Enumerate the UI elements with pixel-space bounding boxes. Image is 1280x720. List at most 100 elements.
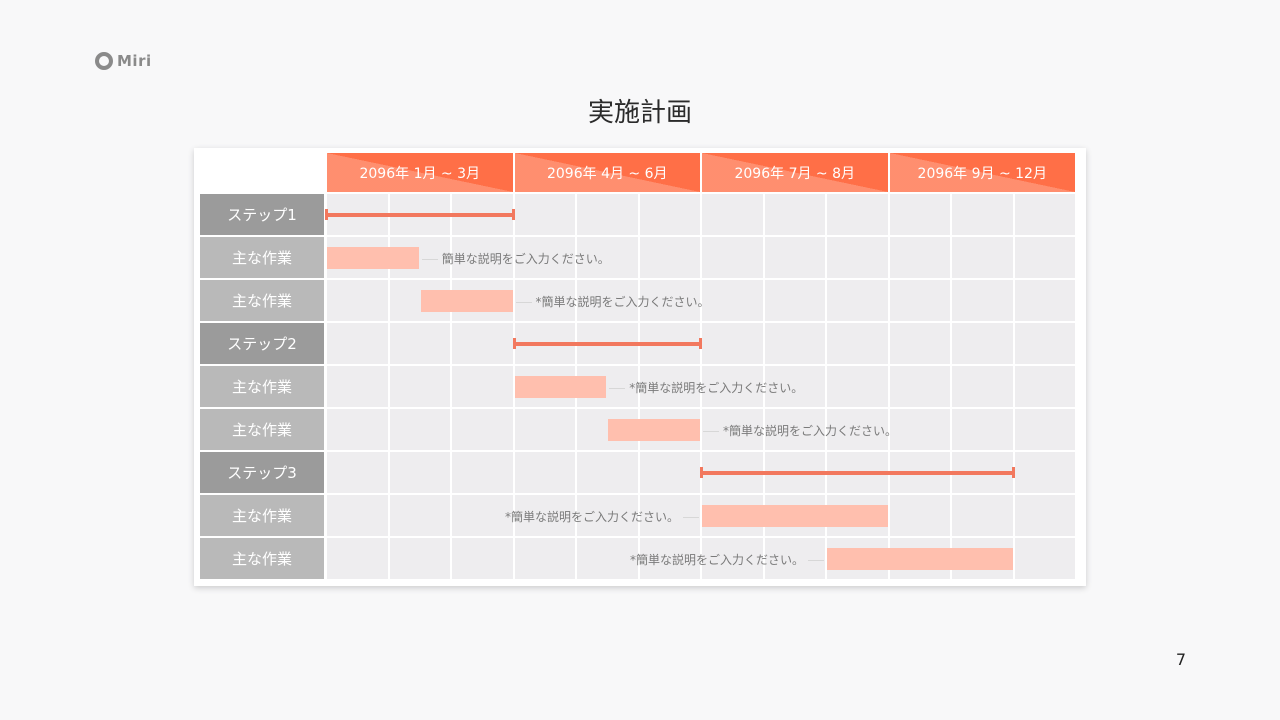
grid-cell (952, 237, 1013, 278)
grid-cell (889, 495, 950, 536)
task-label: 主な作業 (200, 366, 324, 407)
grid-cell (514, 194, 575, 235)
grid-cell (952, 366, 1013, 407)
grid-cell (389, 409, 450, 450)
task-bar (420, 290, 513, 312)
period-header: 2096年 7月 ~ 8月 (702, 153, 888, 192)
grid-cell (389, 538, 450, 579)
grid-cell (702, 409, 763, 450)
grid-cell (452, 495, 513, 536)
grid-cell (577, 194, 638, 235)
grid-cell (952, 280, 1013, 321)
task-description: *簡単な説明をご入力ください。 (629, 553, 804, 567)
grid-cell (702, 323, 763, 364)
grid-cell (1014, 409, 1075, 450)
period-header-label: 2096年 4月 ~ 6月 (546, 166, 668, 182)
grid-cell (1014, 366, 1075, 407)
grid-cell (764, 538, 825, 579)
period-header: 2096年 1月 ~ 3月 (327, 153, 513, 192)
grid-cell (577, 538, 638, 579)
note-connector (808, 560, 824, 561)
note-connector (421, 259, 438, 260)
grid-cell (827, 280, 888, 321)
grid-cell (639, 452, 700, 493)
grid-cell (514, 280, 575, 321)
grid-cell (639, 538, 700, 579)
step-end-cap (511, 209, 515, 220)
grid-cell (827, 409, 888, 450)
grid-cell (514, 452, 575, 493)
task-label: 主な作業 (200, 237, 324, 278)
task-label: 主な作業 (200, 409, 324, 450)
period-header-label: 2096年 1月 ~ 3月 (359, 166, 481, 182)
grid-cell (1014, 280, 1075, 321)
grid-cell (827, 323, 888, 364)
grid-cell (327, 452, 388, 493)
grid-cell (577, 280, 638, 321)
period-header-label: 2096年 9月 ~ 12月 (917, 166, 1047, 182)
period-header: 2096年 4月 ~ 6月 (514, 153, 700, 192)
logo: Miri (95, 52, 152, 70)
task-bar (514, 376, 607, 398)
step-label: ステップ2 (200, 323, 324, 364)
grid-cell (889, 366, 950, 407)
page-number: 7 (1175, 650, 1187, 669)
grid-cell (514, 237, 575, 278)
grid-cell (389, 495, 450, 536)
grid-cell (389, 452, 450, 493)
task-label: 主な作業 (200, 495, 324, 536)
task-description: *簡単な説明をご入力ください。 (723, 424, 898, 438)
grid-cell (577, 237, 638, 278)
grid-cell (577, 495, 638, 536)
grid-cell (764, 237, 825, 278)
grid-cell (514, 495, 575, 536)
step-label: ステップ3 (200, 452, 324, 493)
note-connector (515, 302, 532, 303)
step-end-cap (1011, 467, 1015, 478)
step-start-cap (325, 209, 328, 220)
step-duration-line (326, 212, 514, 217)
task-description: *簡単な説明をご入力ください。 (504, 510, 679, 524)
task-bar (608, 419, 700, 441)
step-start-cap (700, 467, 703, 478)
grid-cell (389, 366, 450, 407)
grid-cell (952, 495, 1013, 536)
grid-cell (1014, 452, 1075, 493)
grid-cell (702, 237, 763, 278)
grid-cell (764, 409, 825, 450)
grid-cell (452, 366, 513, 407)
grid-cell (952, 409, 1013, 450)
period-header: 2096年 9月 ~ 12月 (889, 153, 1075, 192)
grid-cell (327, 323, 388, 364)
logo-text: Miri (117, 52, 152, 70)
grid-cell (327, 280, 388, 321)
grid-cell (452, 409, 513, 450)
task-bar (702, 505, 888, 527)
grid-cell (827, 237, 888, 278)
grid-cell (639, 366, 700, 407)
grid-cell (952, 194, 1013, 235)
grid-cell (1014, 495, 1075, 536)
task-label: 主な作業 (200, 538, 324, 579)
grid-cell (702, 280, 763, 321)
grid-cell (702, 366, 763, 407)
grid-cell (577, 452, 638, 493)
gantt-chart: 2096年 1月 ~ 3月 2096年 4月 ~ 6月 2096年 7月 ~ 8月 2… (194, 148, 1086, 586)
grid-cell (1014, 538, 1075, 579)
grid-cell (514, 538, 575, 579)
grid-cell (702, 538, 763, 579)
task-description: *簡単な説明をご入力ください。 (629, 381, 804, 395)
grid-cell (452, 323, 513, 364)
grid-cell (389, 323, 450, 364)
grid-cell (452, 538, 513, 579)
grid-cell (1014, 237, 1075, 278)
grid-cell (889, 280, 950, 321)
task-description: 簡単な説明をご入力ください。 (441, 252, 610, 266)
step-end-cap (699, 338, 702, 349)
grid-cell (764, 323, 825, 364)
grid-cell (702, 194, 763, 235)
grid-cell (514, 409, 575, 450)
task-bar (327, 247, 419, 269)
grid-cell (1014, 194, 1075, 235)
grid-cell (952, 323, 1013, 364)
